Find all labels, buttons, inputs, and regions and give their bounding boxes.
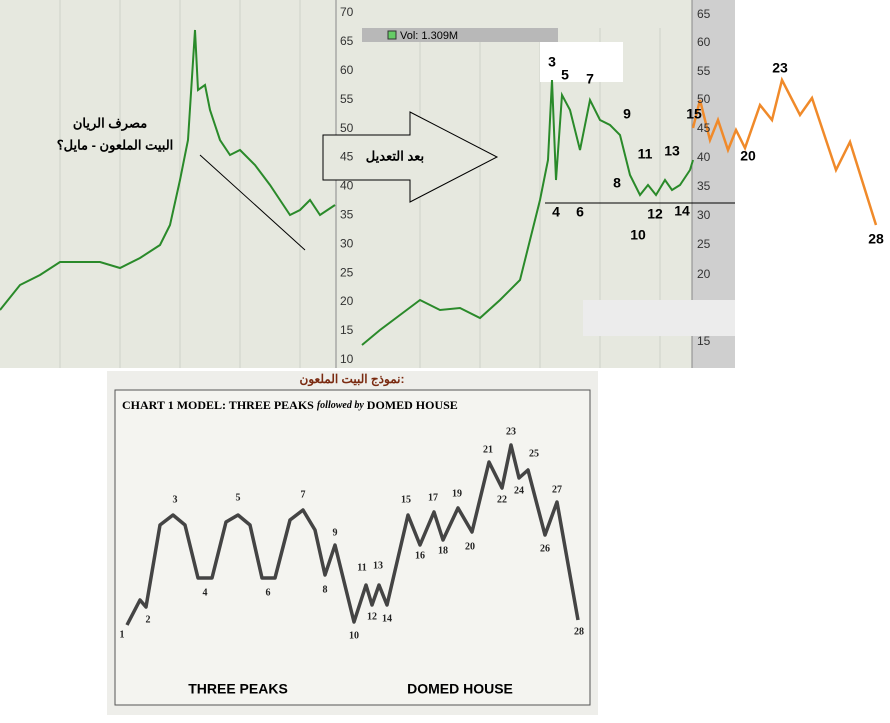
arrow	[322, 111, 499, 203]
projection-line	[691, 76, 878, 226]
y-tick-label: 15	[340, 323, 354, 337]
model-point-label: 20	[465, 541, 475, 552]
y-tick-label: 35	[697, 179, 711, 193]
point-label: 7	[586, 71, 594, 87]
model-point-label: 14	[382, 613, 392, 624]
price-line	[361, 79, 694, 346]
point-label: 4	[552, 204, 560, 220]
point-label: 3	[548, 54, 556, 70]
model-point-label: 19	[452, 488, 462, 499]
point-label: 13	[664, 143, 680, 159]
volume-bar	[362, 28, 558, 42]
model-point-label: 24	[514, 485, 524, 496]
model-point-label: 12	[367, 611, 377, 622]
y-tick-label: 25	[340, 265, 354, 279]
model-point-label: 26	[540, 543, 550, 554]
y-tick-label: 35	[340, 207, 354, 221]
y-tick-label: 15	[697, 334, 711, 348]
model-point-label: 16	[415, 550, 425, 561]
blank-box	[583, 300, 735, 336]
projection-label: 20	[740, 148, 756, 164]
projection-label: 28	[868, 231, 884, 247]
point-label: 8	[613, 175, 621, 191]
y-tick-label: 65	[697, 7, 711, 21]
model-point-label: 13	[373, 560, 383, 571]
model-heading: نموذج البيت الملعون:	[300, 372, 405, 387]
model-point-label: 11	[357, 562, 366, 573]
left-subtitle: البيت الملعون - مايل؟	[57, 137, 174, 153]
point-label: 11	[638, 146, 653, 162]
title-part: followed by	[317, 400, 364, 411]
left-caption: THREE PEAKS	[188, 681, 288, 697]
projection-label: 23	[772, 60, 788, 76]
model-point-label: 1	[120, 629, 125, 640]
model-frame	[114, 389, 591, 706]
y-tick-label: 20	[697, 267, 711, 281]
point-label: 9	[623, 106, 631, 122]
model-point-label: 3	[173, 494, 178, 505]
y-tick-label: 30	[697, 208, 711, 222]
model-point-label: 17	[428, 492, 438, 503]
model-point-label: 22	[497, 494, 507, 505]
y-tick-label: 50	[697, 92, 711, 106]
y-tick-label: 20	[340, 294, 354, 308]
volume-label: Vol: 1.309M	[400, 30, 458, 42]
y-tick-label: 70	[340, 5, 354, 19]
model-point-label: 5	[236, 492, 241, 503]
point-label: 6	[576, 204, 584, 220]
point-label: 15	[686, 106, 702, 122]
y-tick-label: 55	[340, 92, 354, 106]
y-tick-label: 10	[340, 352, 354, 366]
model-line	[125, 443, 580, 626]
y-tick-label: 65	[340, 34, 354, 48]
left-title: مصرف الريان	[73, 115, 147, 131]
y-tick-label: 45	[340, 150, 354, 164]
point-label: 5	[561, 67, 569, 83]
point-label: 12	[647, 206, 663, 222]
model-point-label: 28	[574, 626, 584, 637]
y-tick-label: 40	[697, 150, 711, 164]
y-tick-label: 30	[340, 236, 354, 250]
blank-box	[540, 42, 623, 82]
model-point-label: 7	[301, 489, 306, 500]
model-point-label: 23	[506, 426, 516, 437]
y-tick-label: 60	[340, 63, 354, 77]
right-caption: DOMED HOUSE	[407, 681, 513, 697]
title-part: CHART 1 MODEL: THREE PEAKS	[122, 398, 314, 412]
model-title: CHART 1 MODEL: THREE PEAKS followed by D…	[122, 398, 458, 412]
y-tick-label: 45	[697, 121, 711, 135]
model-point-label: 21	[483, 444, 493, 455]
model-point-label: 9	[333, 527, 338, 538]
model-point-label: 6	[266, 587, 271, 598]
y-tick-label: 50	[340, 121, 354, 135]
point-label: 10	[630, 227, 646, 243]
model-point-label: 18	[438, 545, 448, 556]
point-label: 14	[674, 203, 690, 219]
y-tick-label: 60	[697, 35, 711, 49]
model-point-label: 4	[203, 587, 208, 598]
model-point-label: 2	[146, 614, 151, 625]
title-part: DOMED HOUSE	[367, 398, 458, 412]
volume-icon	[387, 30, 397, 40]
y-tick-label: 25	[697, 237, 711, 251]
y-tick-label: 55	[697, 64, 711, 78]
y-tick-label: 40	[340, 179, 354, 193]
model-point-label: 25	[529, 448, 539, 459]
price-line	[0, 29, 336, 311]
model-point-label: 8	[323, 584, 328, 595]
model-point-label: 27	[552, 484, 562, 495]
arrow-label: بعد التعديل	[366, 148, 424, 163]
model-point-label: 10	[349, 630, 359, 641]
trend-line	[199, 154, 306, 251]
model-point-label: 15	[401, 494, 411, 505]
